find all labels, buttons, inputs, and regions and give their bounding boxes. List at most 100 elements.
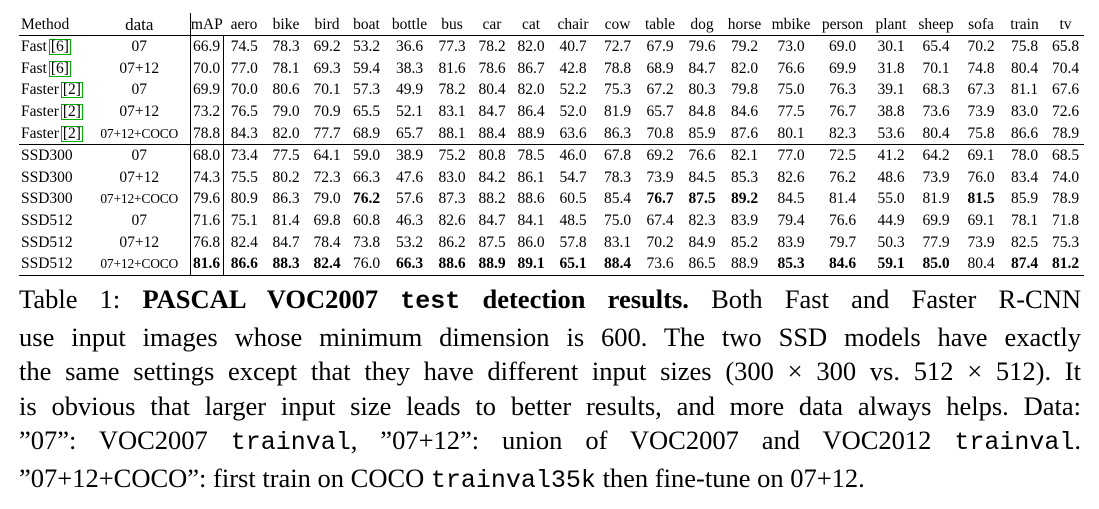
- cell-sofa: 74.8: [967, 59, 995, 77]
- caption-mono-trainval-2: trainval: [954, 428, 1075, 458]
- cell-map: 69.9: [190, 79, 224, 101]
- table-row: SSD512 07 71.6 75.1 81.4 69.8 60.8 46.3 82.6 84.7…: [19, 209, 1084, 232]
- cell-car: 78.6: [478, 59, 506, 77]
- cell-mbike: 76.6: [777, 59, 805, 77]
- cell-cow: 75.0: [603, 212, 632, 230]
- cell-bus: 75.2: [433, 143, 471, 167]
- cell-bus: 83.1: [438, 103, 466, 121]
- cell-person: 84.6: [815, 252, 870, 276]
- cell-bottle: 49.9: [395, 81, 424, 99]
- cell-aero: 82.4: [230, 233, 258, 251]
- caption-line-5: ”07”: VOC2007 trainval, ”07+12”: union o…: [19, 423, 1081, 461]
- cell-horse: 82.0: [730, 59, 759, 77]
- cell-mbike: 82.6: [777, 168, 805, 186]
- citation-link[interactable]: [2]: [60, 124, 83, 142]
- caption-line-3: the same settings except that they have …: [19, 356, 1081, 387]
- cell-plant: 55.0: [877, 190, 905, 208]
- cell-aero: 76.5: [230, 103, 258, 121]
- cell-cat: 84.1: [517, 212, 545, 230]
- cell-sheep: 85.0: [912, 252, 960, 276]
- cell-tv: 70.4: [1051, 59, 1080, 77]
- cell-cat: 86.7: [517, 59, 545, 77]
- cell-map: 73.2: [190, 100, 224, 123]
- cell-bird: 64.1: [307, 143, 347, 167]
- cell-method: SSD300: [21, 168, 73, 186]
- citation-link[interactable]: [2]: [60, 81, 83, 99]
- cell-bus: 87.3: [438, 190, 466, 208]
- cell-horse: 85.3: [730, 168, 759, 186]
- cell-chair: 54.7: [559, 168, 587, 186]
- cell-train: 82.5: [1010, 233, 1039, 251]
- table-row: Faster [2] 07+12+COCO 78.8 84.3 82.0 77.7 68.9 6…: [19, 122, 1084, 145]
- citation-link[interactable]: [6]: [48, 59, 71, 77]
- cell-dog: 76.6: [682, 143, 722, 167]
- cell-data: 07+12: [89, 57, 191, 80]
- cell-sofa: 80.4: [960, 252, 1002, 276]
- cell-train: 78.0: [1002, 143, 1047, 167]
- cell-bird: 82.4: [307, 252, 347, 276]
- citation-link[interactable]: [6]: [48, 38, 71, 56]
- citation-link[interactable]: [2]: [60, 103, 83, 121]
- cell-dog: 79.6: [688, 38, 716, 56]
- cell-plant: 53.6: [877, 124, 905, 142]
- cell-person: 76.7: [828, 103, 857, 121]
- cell-car: 78.2: [478, 38, 506, 56]
- column-header-map: mAP: [190, 13, 223, 36]
- cell-bus: 86.2: [438, 233, 466, 251]
- cell-bike: 86.3: [272, 190, 300, 208]
- cell-chair: 57.8: [559, 233, 587, 251]
- caption-text-1: Both Fast and Faster R-CNN: [688, 284, 1081, 314]
- cell-chair: 60.5: [559, 190, 587, 208]
- table-row: Faster [2] 07 69.9 70.0 80.6 70.1 57.3 49.9 78.2 8…: [19, 79, 1084, 101]
- cell-map: 74.3: [190, 166, 224, 189]
- cell-person: 69.9: [828, 59, 857, 77]
- cell-bus: 77.3: [438, 38, 466, 56]
- cell-bus: 78.2: [438, 81, 466, 99]
- cell-cow: 83.1: [603, 233, 632, 251]
- cell-method: Faster [2]: [21, 124, 83, 142]
- cell-method: SSD300: [19, 143, 89, 167]
- cell-sofa: 73.9: [967, 103, 995, 121]
- cell-table: 73.6: [638, 252, 682, 276]
- cell-bus: 88.6: [433, 252, 471, 276]
- table-row: Faster [2] 07+12 73.2 76.5 79.0 70.9 65.5 52.1 83…: [19, 100, 1084, 123]
- cell-chair: 65.1: [549, 252, 597, 276]
- cell-method: SSD512: [21, 212, 73, 230]
- cell-bus: 83.0: [438, 168, 466, 186]
- cell-sheep: 65.4: [922, 38, 950, 56]
- caption-label: Table 1:: [19, 284, 143, 314]
- cell-method: Faster [2]: [21, 81, 83, 99]
- cell-horse: 87.6: [730, 124, 759, 142]
- cell-data: 07+12+COCO: [89, 252, 191, 276]
- cell-map: 81.6: [190, 252, 224, 276]
- cell-cat: 86.1: [517, 168, 545, 186]
- cell-aero: 74.5: [230, 38, 258, 56]
- cell-sofa: 69.1: [967, 212, 995, 230]
- cell-chair: 52.0: [559, 103, 587, 121]
- column-header-plant: plant: [870, 13, 912, 36]
- cell-sheep: 73.6: [922, 103, 950, 121]
- cell-mbike: 80.1: [777, 124, 805, 142]
- cell-mbike: 77.5: [777, 103, 805, 121]
- cell-chair: 46.0: [549, 143, 597, 167]
- table-row: SSD300 07+12+COCO 79.6 80.9 86.3 79.0 76.2 57.6…: [19, 188, 1084, 210]
- cell-bird: 69.2: [313, 38, 341, 56]
- cell-sheep: 73.9: [922, 168, 950, 186]
- cell-map: 79.6: [190, 188, 224, 210]
- column-header-dog: dog: [682, 13, 722, 36]
- cell-sheep: 69.9: [922, 212, 950, 230]
- cell-bottle: 46.3: [395, 212, 424, 230]
- cell-table: 65.7: [646, 103, 674, 121]
- cell-mbike: 75.0: [777, 81, 805, 99]
- cell-table: 69.2: [638, 143, 682, 167]
- cell-boat: 73.8: [352, 233, 381, 251]
- caption-line-1: Table 1: PASCAL VOC2007 test detection r…: [19, 282, 1081, 320]
- caption-mono-trainval35k: trainval35k: [430, 465, 596, 495]
- column-header-bus: bus: [433, 13, 471, 36]
- cell-bike: 84.7: [272, 233, 300, 251]
- cell-table: 76.7: [646, 190, 674, 208]
- cell-chair: 63.6: [559, 124, 587, 142]
- cell-tv: 68.5: [1047, 143, 1084, 167]
- cell-tv: 78.9: [1051, 190, 1080, 208]
- cell-dog: 84.7: [688, 59, 716, 77]
